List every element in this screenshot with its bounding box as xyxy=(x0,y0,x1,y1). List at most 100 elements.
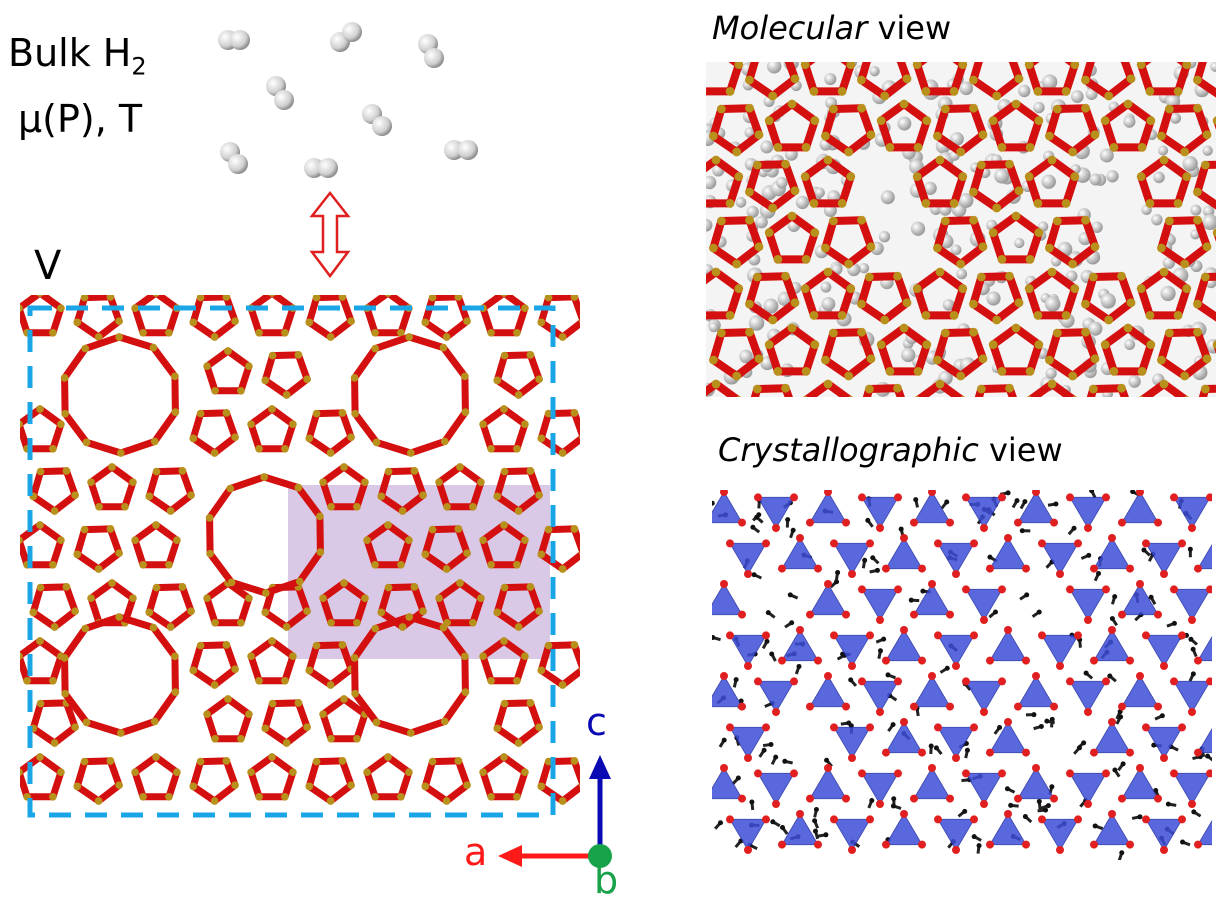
sio4-tetrahedron xyxy=(1014,764,1058,803)
sio4-tetrahedron xyxy=(858,677,902,716)
h2-pair xyxy=(1040,803,1051,810)
sio4-tetrahedron xyxy=(806,580,850,619)
framework-ring xyxy=(988,99,1044,152)
h2-pair xyxy=(1004,786,1016,794)
framework-ring xyxy=(800,62,856,96)
h2-pair xyxy=(789,527,796,539)
framework-ring xyxy=(1212,116,1216,130)
framework-ring xyxy=(537,640,580,689)
framework-ring xyxy=(350,333,470,457)
sio4-tetrahedron xyxy=(1194,635,1212,665)
highlight-region xyxy=(288,485,550,659)
h2-pair xyxy=(928,743,934,755)
framework-ring xyxy=(708,103,764,157)
framework-ring xyxy=(1080,62,1136,101)
framework-ring xyxy=(802,379,854,397)
sio4-tetrahedron xyxy=(1118,672,1162,711)
h2-pair xyxy=(761,638,770,650)
h2-pair xyxy=(1188,671,1196,682)
framework-ring xyxy=(1212,228,1216,242)
sio4-tetrahedron xyxy=(1170,677,1212,716)
h2-pair xyxy=(890,803,902,810)
framework-ring xyxy=(706,379,742,397)
h2-pair xyxy=(817,832,829,838)
h2-pair xyxy=(875,636,887,644)
framework-ring xyxy=(189,640,239,689)
h2-pair xyxy=(1107,673,1117,683)
h2-molecule xyxy=(444,140,478,160)
h2-pair xyxy=(1033,723,1044,731)
sio4-tetrahedron xyxy=(1038,539,1082,578)
h2-molecule xyxy=(304,158,338,178)
framework-ring xyxy=(744,271,800,325)
h2-molecule xyxy=(266,76,294,110)
h2-pair xyxy=(770,754,779,765)
framework-ring xyxy=(435,463,485,511)
h2-pair xyxy=(1117,850,1125,860)
framework-ring xyxy=(876,323,932,376)
h2-pair xyxy=(1148,594,1157,605)
sio4-tetrahedron xyxy=(1090,534,1134,573)
h2-pair xyxy=(1180,839,1191,847)
framework-ring xyxy=(479,753,529,801)
framework-ring xyxy=(537,408,580,457)
h2-pair xyxy=(877,648,883,659)
framework-ring xyxy=(876,99,932,152)
framework-ring xyxy=(1136,155,1192,208)
sio4-tetrahedron xyxy=(962,585,1006,624)
framework-ring xyxy=(319,579,369,627)
sio4-tetrahedron xyxy=(778,626,822,665)
h2-pair xyxy=(869,567,880,574)
framework-ring xyxy=(706,267,744,320)
h2-pair xyxy=(750,524,761,534)
sio4-tetrahedron xyxy=(754,493,798,532)
framework-ring xyxy=(421,295,471,341)
framework-ring xyxy=(932,215,988,269)
framework-ring xyxy=(261,698,311,747)
h2-pair xyxy=(1089,490,1097,499)
h2-pair xyxy=(1205,753,1212,762)
h2-pair xyxy=(957,808,968,818)
h2-pair xyxy=(1080,552,1092,560)
sio4-tetrahedron xyxy=(910,490,954,527)
framework-ring xyxy=(29,698,79,747)
sio4-tetrahedron xyxy=(1142,815,1186,854)
bulk-h2-text: Bulk H xyxy=(8,31,132,75)
molecular-rest: view xyxy=(867,9,952,47)
sio4-tetrahedron xyxy=(962,769,1006,808)
framework-ring xyxy=(363,521,413,569)
framework-ring xyxy=(820,103,876,157)
h2-pair xyxy=(1047,501,1059,507)
framework-ring xyxy=(1024,267,1080,320)
framework-ring xyxy=(131,753,181,801)
sio4-tetrahedron xyxy=(754,769,798,808)
framework-ring xyxy=(189,756,239,805)
sio4-tetrahedron xyxy=(1090,810,1134,849)
sio4-tetrahedron xyxy=(830,631,874,670)
sio4-tetrahedron xyxy=(986,810,1030,849)
framework-ring xyxy=(247,637,297,685)
framework-ring xyxy=(60,333,180,457)
sio4-tetrahedron xyxy=(882,718,926,757)
h2-pair xyxy=(785,517,791,528)
sio4-tetrahedron xyxy=(1118,490,1162,527)
framework-ring xyxy=(708,327,764,381)
h2-pair xyxy=(1093,570,1102,582)
framework-ring xyxy=(537,295,580,341)
b-axis-dot xyxy=(588,844,612,868)
crystallographic-view-title: Crystallographic view xyxy=(718,434,1063,466)
sio4-tetrahedron xyxy=(1170,493,1212,532)
h2-pair xyxy=(812,828,820,840)
framework-ring xyxy=(800,267,856,320)
framework-ring xyxy=(73,756,123,805)
sio4-tetrahedron xyxy=(1066,585,1110,624)
sio4-tetrahedron xyxy=(1014,490,1058,527)
h2-pair xyxy=(848,677,858,687)
h2-pair xyxy=(1044,718,1056,725)
h2-pair xyxy=(1110,594,1118,605)
sio4-tetrahedron xyxy=(1118,764,1162,803)
h2-pair xyxy=(1067,525,1077,536)
framework-ring xyxy=(968,271,1024,325)
h2-pair xyxy=(1154,713,1165,721)
framework-ring xyxy=(145,582,195,631)
